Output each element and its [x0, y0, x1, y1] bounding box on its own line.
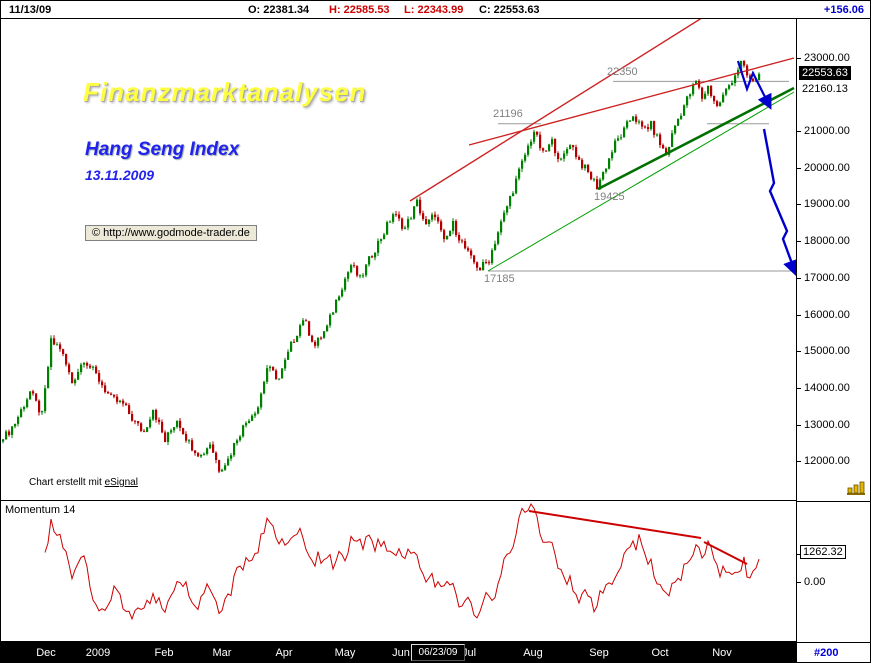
watermark-date: 13.11.2009: [85, 167, 155, 183]
price-tick-label: 12000.00: [804, 455, 850, 468]
momentum-panel[interactable]: Momentum 14: [1, 501, 796, 642]
esignal-link[interactable]: eSignal: [104, 477, 138, 488]
time-axis-label: Oct: [651, 647, 669, 659]
price-tick-mark: [797, 351, 801, 352]
price-tick-mark: [797, 425, 801, 426]
time-axis-label: Sep: [589, 647, 609, 659]
time-axis-label: 2009: [85, 647, 111, 659]
price-tick-mark: [797, 241, 801, 242]
ohlc-header: 11/13/09 O: 22381.34 H: 22585.53 L: 2234…: [1, 1, 870, 19]
low-label: L:: [404, 4, 415, 16]
scales-icon[interactable]: [846, 481, 866, 496]
low-value: 22343.99: [417, 4, 464, 16]
trendline-resistance-steep[interactable]: [409, 19, 705, 202]
price-tick-mark: [797, 278, 801, 279]
time-axis-label: Mar: [212, 647, 232, 659]
time-axis-label: Aug: [523, 647, 543, 659]
high-value: 22585.53: [343, 4, 390, 16]
momentum-divergence-line[interactable]: [703, 541, 748, 565]
price-tick-mark: [797, 204, 801, 205]
time-axis-label: Jul: [461, 647, 477, 659]
price-tick-label: 18000.00: [804, 235, 850, 248]
trendline-resistance-upper[interactable]: [468, 57, 795, 146]
header-change: +156.06: [823, 4, 864, 16]
copyright-box: © http://www.godmode-trader.de: [85, 225, 257, 241]
momentum-canvas[interactable]: [1, 501, 796, 641]
momentum-title: Momentum 14: [5, 504, 76, 516]
level-label: 22350: [607, 66, 638, 79]
high-label: H:: [329, 4, 341, 16]
time-axis[interactable]: 06/23/09 Dec 2009 Feb Mar Apr May Jun Jul Aug Sep…: [1, 642, 796, 662]
price-tick-label: 20000.00: [804, 161, 850, 174]
price-tick-mark: [797, 131, 801, 132]
level-label: 19425: [594, 190, 625, 203]
header-high: H: 22585.53: [329, 4, 390, 16]
price-tick-label: 23000.00: [804, 51, 850, 64]
open-value: 22381.34: [263, 4, 310, 16]
price-tick-label: 15000.00: [804, 345, 850, 358]
momentum-tick-mark: [797, 582, 801, 583]
price-tick-label: 21000.00: [804, 124, 850, 137]
close-value: 22553.63: [493, 4, 540, 16]
time-axis-label: Feb: [154, 647, 174, 659]
axis-divider: [797, 501, 870, 502]
candles-layer: [2, 60, 761, 474]
header-date: 11/13/09: [9, 4, 52, 16]
price-chart-canvas[interactable]: [1, 19, 796, 501]
esignal-credit: Chart erstellt mit eSignal: [29, 477, 138, 488]
time-axis-label: Jun: [392, 647, 410, 659]
price-tick-label: 17000.00: [804, 271, 850, 284]
open-label: O:: [248, 4, 261, 16]
time-axis-label: May: [334, 647, 356, 659]
price-tick-label: 16000.00: [804, 308, 850, 321]
watermark-brand: Finanzmarktanalysen: [83, 77, 367, 107]
price-tick-mark: [797, 168, 801, 169]
watermark-instrument: Hang Seng Index: [85, 139, 240, 160]
header-close: C: 22553.63: [479, 4, 540, 16]
momentum-divergence-line[interactable]: [528, 510, 702, 539]
price-tick-label: 14000.00: [804, 381, 850, 394]
momentum-zero-label: 0.00: [804, 576, 826, 589]
date-marker[interactable]: 06/23/09: [411, 644, 465, 661]
price-axis[interactable]: 22553.63 22160.13 1262.32 0.00 #200 2300…: [796, 19, 870, 662]
level-label: 17185: [484, 273, 515, 285]
price-tick-mark: [797, 461, 801, 462]
close-label: C:: [479, 4, 491, 16]
credit-text: Chart erstellt mit: [29, 477, 105, 488]
header-low: L: 22343.99: [404, 4, 463, 16]
price-tick-mark: [797, 315, 801, 316]
time-axis-label: Nov: [712, 647, 732, 659]
price-tick-mark: [797, 58, 801, 59]
momentum-line: [44, 502, 760, 621]
pullback-arrow[interactable]: [736, 60, 772, 110]
price-tick-label: 13000.00: [804, 418, 850, 431]
price-chart-panel[interactable]: Finanzmarktanalysen Hang Seng Index 13.1…: [1, 19, 796, 501]
current-price-badge: 22553.63: [799, 65, 851, 80]
time-axis-label: Dec: [36, 647, 56, 659]
trendline-value-label: 22160.13: [802, 83, 848, 96]
momentum-value-badge: 1262.32: [800, 544, 846, 559]
bar-count-label: #200: [814, 647, 839, 659]
trendline-support-thin[interactable]: [487, 91, 795, 272]
price-tick-mark: [797, 388, 801, 389]
momentum-tick-mark: [797, 554, 801, 555]
price-tick-label: 19000.00: [804, 198, 850, 211]
level-label: 21196: [493, 107, 523, 120]
time-axis-label: Apr: [275, 647, 293, 659]
corner-divider: [797, 642, 870, 643]
decline-arrow[interactable]: [762, 128, 796, 277]
header-open: O: 22381.34: [248, 4, 309, 16]
